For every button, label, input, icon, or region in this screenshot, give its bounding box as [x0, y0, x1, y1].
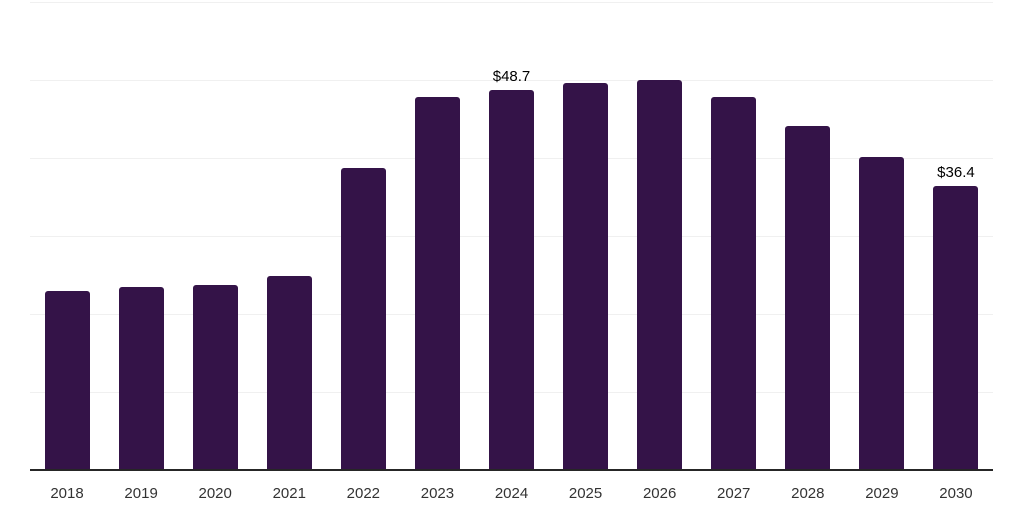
bar-2019: [118, 287, 164, 470]
bar-2021: [266, 275, 312, 470]
bar-2020: [192, 285, 238, 470]
bar-2027: [711, 97, 757, 470]
bar-value-label-2024: $48.7: [492, 68, 531, 86]
bar-2025: [563, 83, 609, 470]
x-tick-label-2019: 2019: [124, 485, 158, 502]
bar-2022: [340, 168, 386, 470]
x-tick-label-2030: 2030: [939, 485, 973, 502]
bar-2030: [933, 186, 979, 470]
x-tick-label-2028: 2028: [791, 485, 825, 502]
x-axis-line: [30, 469, 993, 471]
x-tick-label-2023: 2023: [420, 485, 455, 502]
x-tick-label-2024: 2024: [494, 485, 529, 502]
x-tick-label-2025: 2025: [568, 485, 603, 502]
x-tick-label-2021: 2021: [272, 485, 306, 502]
x-tick-label-2020: 2020: [198, 485, 232, 502]
x-tick-label-2018: 2018: [50, 485, 84, 502]
bar-2029: [859, 157, 905, 470]
bar-2026: [637, 80, 683, 470]
x-tick-label-2026: 2026: [642, 485, 677, 502]
gridline: [30, 80, 993, 81]
bar-2024: [489, 90, 534, 470]
bar-2023: [414, 97, 460, 470]
gridline: [30, 2, 993, 3]
bar-2028: [785, 126, 831, 470]
x-tick-label-2022: 2022: [346, 485, 381, 502]
bar-2018: [44, 291, 90, 470]
x-tick-label-2029: 2029: [865, 485, 899, 502]
bar-value-label-2030: $36.4: [937, 164, 975, 182]
x-tick-label-2027: 2027: [717, 485, 751, 502]
